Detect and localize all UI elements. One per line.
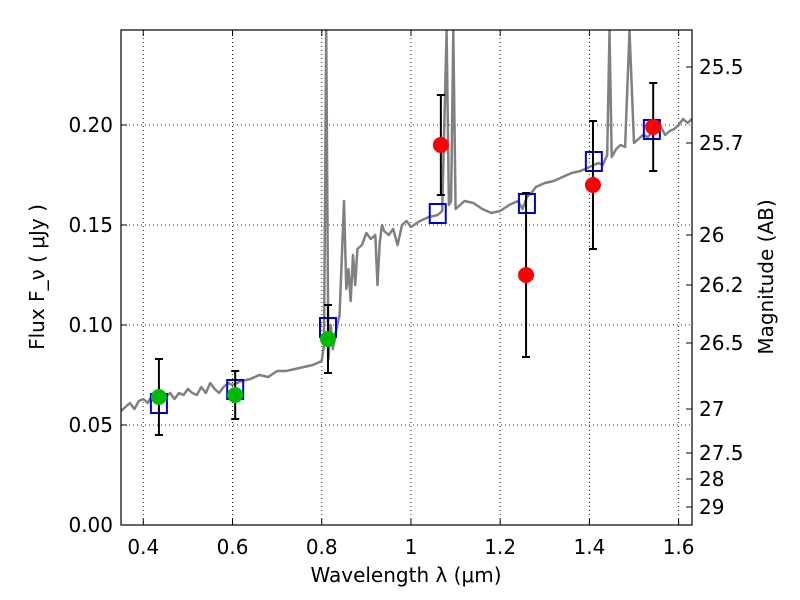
x-tick-label: 1 — [405, 535, 418, 559]
right-tick-label: 26 — [699, 223, 724, 247]
right-tick-label: 25.5 — [699, 55, 744, 79]
observed-point — [645, 119, 662, 135]
right-tick-label: 26.2 — [699, 273, 744, 297]
spectrum-line — [121, 30, 692, 412]
y-axis-label: Flux F_ν ( μJy ) — [25, 204, 49, 350]
y-tick-label: 0.00 — [68, 513, 113, 537]
x-tick-label: 0.6 — [217, 535, 249, 559]
observed-point — [584, 177, 601, 193]
right-tick-label: 29 — [699, 495, 724, 519]
y-tick-label: 0.15 — [68, 213, 113, 237]
y-tick-label: 0.20 — [68, 113, 113, 137]
plot-frame — [120, 29, 693, 526]
right-tick-label: 26.5 — [699, 331, 744, 355]
right-axis-label: Magnitude (AB) — [754, 199, 778, 354]
x-tick-label: 1.2 — [484, 535, 516, 559]
observed-point — [319, 331, 336, 347]
y-tick-label: 0.10 — [68, 313, 113, 337]
observed-point — [227, 387, 244, 403]
observed-point — [150, 389, 167, 405]
right-tick-label: 27 — [699, 397, 724, 421]
model-photometry-square — [428, 203, 447, 224]
y-tick-label: 0.05 — [68, 413, 113, 437]
right-tick-label: 25.7 — [699, 131, 744, 155]
x-tick-label: 1.6 — [663, 535, 695, 559]
x-tick-label: 0.4 — [127, 535, 159, 559]
right-tick-label: 27.5 — [699, 441, 744, 465]
axis-ticks: 0.4 0.6 0.8 1 1.2 1.4 1.6 0.00 0.05 0.10 0.15 0.20 2… — [68, 30, 744, 559]
x-tick-label: 0.8 — [306, 535, 338, 559]
observed-point — [432, 137, 449, 153]
x-axis-label: Wavelength λ (μm) — [310, 563, 501, 587]
right-tick-label: 28 — [699, 467, 724, 491]
grid — [121, 30, 692, 526]
x-tick-label: 1.4 — [573, 535, 605, 559]
plot-area — [121, 30, 692, 436]
observed-point — [518, 267, 535, 283]
